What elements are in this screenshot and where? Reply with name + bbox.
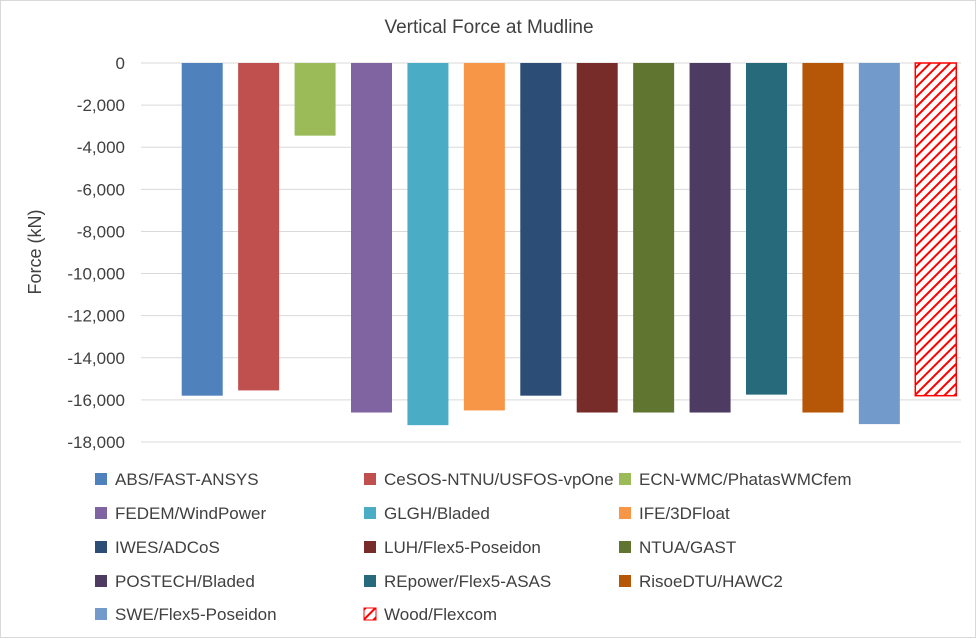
bar-11	[746, 63, 787, 395]
bar-10	[689, 63, 731, 413]
y-axis-title: Force (kN)	[25, 210, 45, 295]
bar-2	[238, 63, 280, 391]
legend-swatch	[364, 507, 376, 519]
legend-label: IWES/ADCoS	[115, 538, 220, 557]
bar-13	[858, 63, 900, 425]
bar-1	[181, 63, 223, 396]
legend-swatch	[95, 473, 107, 485]
legend-swatch	[619, 473, 631, 485]
bar-8	[576, 63, 618, 413]
chart-title: Vertical Force at Mudline	[384, 17, 593, 38]
legend-swatch	[619, 507, 631, 519]
legend-label: SWE/Flex5-Poseidon	[115, 605, 277, 624]
bar-3	[294, 63, 336, 136]
legend-swatch	[364, 541, 376, 553]
bar-4	[351, 63, 392, 413]
legend-swatch	[364, 473, 376, 485]
legend-label: Wood/Flexcom	[384, 605, 497, 624]
y-tick-label: -16,000	[67, 391, 125, 410]
legend-swatch	[95, 541, 107, 553]
legend-swatch	[363, 607, 377, 621]
legend-label: NTUA/GAST	[639, 538, 736, 557]
y-tick-label: -12,000	[67, 307, 125, 326]
legend-label: IFE/3DFloat	[639, 504, 730, 523]
bar-14	[914, 62, 958, 397]
legend-swatch	[619, 541, 631, 553]
bar-6	[463, 63, 505, 411]
bar-9	[633, 63, 675, 413]
y-tick-label: 0	[116, 54, 125, 73]
y-tick-label: -18,000	[67, 433, 125, 452]
bar-5	[407, 63, 449, 426]
legend-swatch	[95, 507, 107, 519]
y-tick-label: -6,000	[77, 180, 125, 199]
y-tick-label: -14,000	[67, 349, 125, 368]
legend-label: RisoeDTU/HAWC2	[639, 572, 783, 591]
legend-swatch	[95, 575, 107, 587]
legend-label: FEDEM/WindPower	[115, 504, 266, 523]
bar-12	[802, 63, 844, 413]
legend-label: POSTECH/Bladed	[115, 572, 255, 591]
y-tick-label: -10,000	[67, 265, 125, 284]
legend-swatch	[95, 608, 107, 620]
legend-label: ABS/FAST-ANSYS	[115, 470, 259, 489]
legend-label: ECN-WMC/PhatasWMCfem	[639, 470, 852, 489]
y-tick-label: -2,000	[77, 96, 125, 115]
y-tick-label: -4,000	[77, 138, 125, 157]
legend-label: REpower/Flex5-ASAS	[384, 572, 551, 591]
legend-label: LUH/Flex5-Poseidon	[384, 538, 541, 557]
legend-swatch	[619, 575, 631, 587]
legend-label: CeSOS-NTNU/USFOS-vpOne	[384, 470, 614, 489]
bar-7	[520, 63, 562, 396]
legend-label: GLGH/Bladed	[384, 504, 490, 523]
legend-swatch	[364, 575, 376, 587]
y-tick-label: -8,000	[77, 222, 125, 241]
